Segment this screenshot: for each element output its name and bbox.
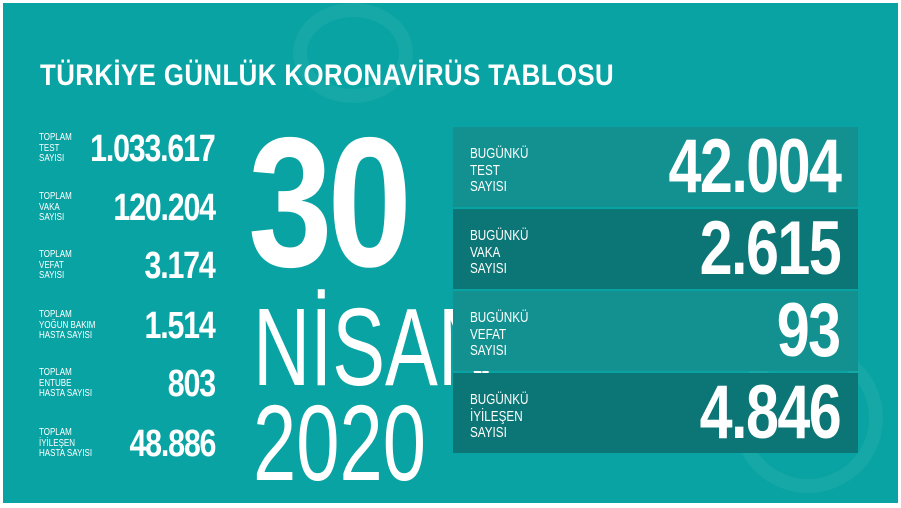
- daily-deaths-value: 93: [777, 288, 841, 373]
- total-cases-value: 120.204: [113, 187, 217, 229]
- daily-cases-label: BUGÜNKÜ VAKA SAYISI: [470, 227, 529, 277]
- total-icu-value: 1.514: [144, 305, 216, 347]
- total-intubated-value: 803: [167, 363, 216, 405]
- daily-test-box: BUGÜNKÜ TEST SAYISI 42.004: [453, 127, 858, 207]
- daily-cases-value: 2.615: [699, 206, 841, 291]
- total-recovered-label: TOPLAM İYİLEŞEN HASTA SAYISI: [39, 427, 93, 459]
- page-title: TÜRKİYE GÜNLÜK KORONAVİRÜS TABLOSU: [40, 59, 615, 92]
- total-test-label: TOPLAM TEST SAYISI: [39, 132, 72, 164]
- total-recovered-value: 48.886: [129, 423, 216, 465]
- date-day: 30: [248, 100, 412, 306]
- total-deaths-label: TOPLAM VEFAT SAYISI: [39, 249, 72, 281]
- total-icu-label: TOPLAM YOĞUN BAKIM HASTA SAYISI: [39, 309, 96, 341]
- daily-deaths-label: BUGÜNKÜ VEFAT SAYISI: [470, 309, 529, 359]
- daily-recovered-value: 4.846: [699, 370, 841, 455]
- daily-cases-box: BUGÜNKÜ VAKA SAYISI 2.615: [453, 209, 858, 289]
- total-icu: TOPLAM YOĞUN BAKIM HASTA SAYISI 1.514: [39, 305, 216, 350]
- total-cases-label: TOPLAM VAKA SAYISI: [39, 191, 72, 223]
- total-deaths-value: 3.174: [144, 245, 216, 287]
- total-test: TOPLAM TEST SAYISI 1.033.617: [39, 128, 217, 173]
- date-year: 2020: [253, 382, 426, 503]
- total-intubated-label: TOPLAM ENTUBE HASTA SAYISI: [39, 367, 93, 399]
- infographic-card: TÜRKİYE GÜNLÜK KORONAVİRÜS TABLOSU TOPLA…: [3, 3, 898, 503]
- daily-test-value: 42.004: [668, 124, 842, 209]
- total-recovered: TOPLAM İYİLEŞEN HASTA SAYISI 48.886: [39, 423, 216, 468]
- daily-recovered-box: BUGÜNKÜ İYİLEŞEN SAYISI 4.846: [453, 373, 858, 453]
- daily-test-label: BUGÜNKÜ TEST SAYISI: [470, 145, 529, 195]
- date-month: NİSAN: [253, 286, 496, 409]
- total-intubated: TOPLAM ENTUBE HASTA SAYISI 803: [39, 363, 216, 408]
- daily-deaths-box: BUGÜNKÜ VEFAT SAYISI 93: [453, 291, 858, 371]
- total-cases: TOPLAM VAKA SAYISI 120.204: [39, 187, 217, 232]
- daily-recovered-label: BUGÜNKÜ İYİLEŞEN SAYISI: [470, 391, 529, 441]
- total-test-value: 1.033.617: [90, 128, 217, 170]
- total-deaths: TOPLAM VEFAT SAYISI 3.174: [39, 245, 216, 290]
